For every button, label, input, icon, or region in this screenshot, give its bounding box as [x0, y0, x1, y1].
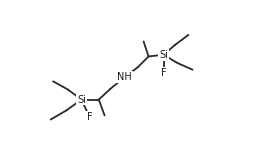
- Text: Si: Si: [159, 50, 168, 60]
- Text: F: F: [161, 68, 166, 78]
- Text: Si: Si: [77, 95, 86, 105]
- Text: F: F: [87, 112, 92, 122]
- Text: NH: NH: [117, 72, 132, 82]
